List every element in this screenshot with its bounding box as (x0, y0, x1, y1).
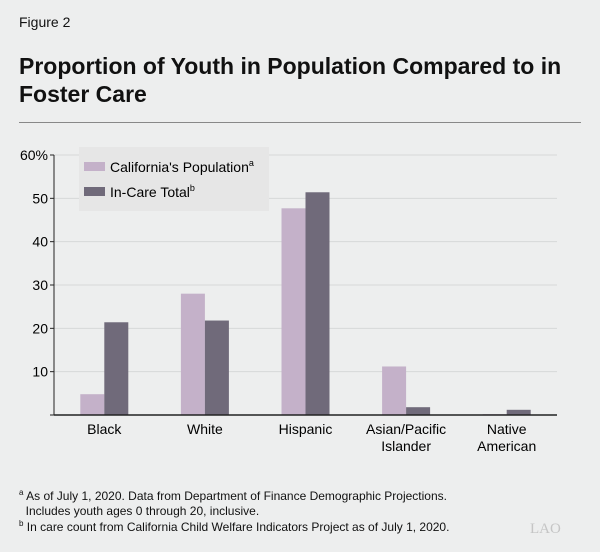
legend-label: California's Populationa (110, 158, 254, 175)
bar-in-care (305, 192, 330, 415)
legend-label: In-Care Totalb (110, 183, 195, 200)
bar-chart: 10 20 30 40 50 60% Black White Hispanic Asian/Pac… (20, 147, 557, 454)
legend-box (79, 147, 269, 211)
lao-logo: LAO (530, 521, 561, 537)
bar-population (382, 366, 407, 415)
x-tick-label: American (477, 438, 536, 454)
x-tick-label: Black (87, 421, 122, 437)
bar-population (80, 394, 105, 415)
y-tick-label: 40 (32, 234, 48, 250)
y-tick-label: 30 (32, 277, 48, 293)
bar-in-care (406, 407, 431, 415)
figure-label: Figure 2 (19, 14, 71, 30)
bar-in-care (204, 320, 229, 415)
bar-in-care (506, 409, 531, 415)
x-tick-label: Hispanic (279, 421, 333, 437)
divider (19, 122, 581, 123)
bar-population (281, 208, 306, 415)
y-tick-label: 10 (32, 364, 48, 380)
y-tick-label: 60% (20, 147, 48, 163)
legend-swatch (84, 187, 105, 196)
bar-in-care (104, 322, 129, 415)
footnote-b: b In care count from California Child We… (19, 519, 450, 534)
legend-swatch (84, 162, 105, 171)
bar-population (180, 293, 205, 415)
y-tick-label: 20 (32, 320, 48, 336)
footnote-a: a As of July 1, 2020. Data from Departme… (19, 488, 447, 518)
chart-title: Proportion of Youth in Population Compar… (19, 53, 562, 107)
x-tick-label: Asian/Pacific (366, 421, 446, 437)
x-tick-label: White (187, 421, 223, 437)
x-tick-label: Islander (381, 438, 431, 454)
y-tick-label: 50 (32, 190, 48, 206)
x-tick-label: Native (487, 421, 527, 437)
